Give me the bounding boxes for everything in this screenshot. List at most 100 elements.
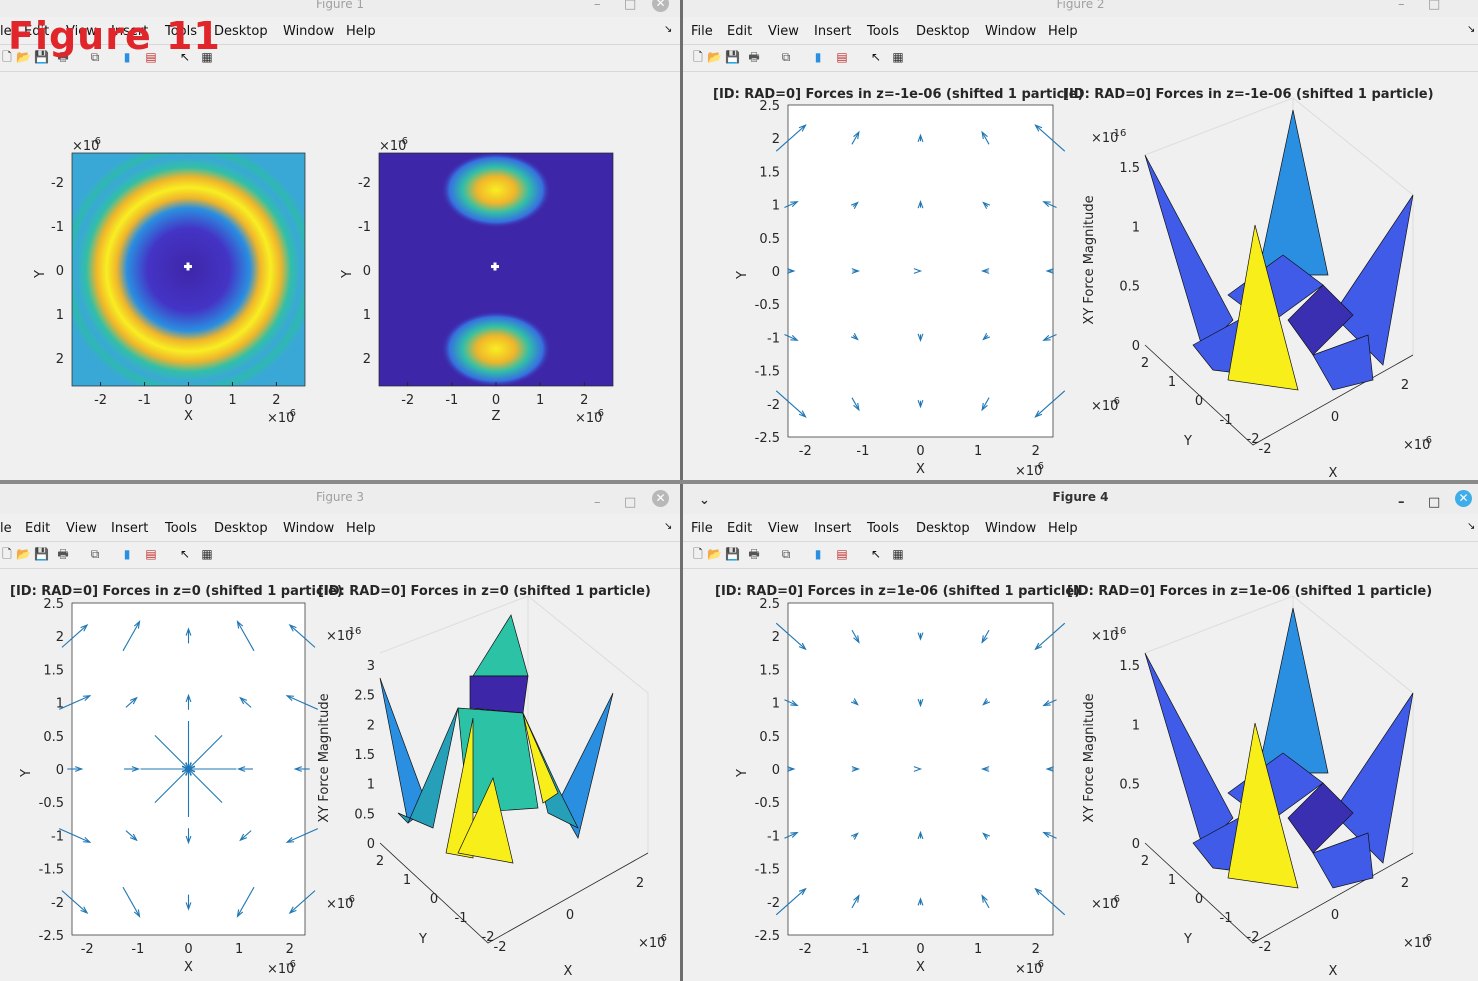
- new-figure-icon[interactable]: 🗋: [693, 50, 703, 64]
- figure-3-titlebar[interactable]: Figure 3 – □ ✕: [0, 484, 680, 514]
- menu-help[interactable]: Help: [346, 521, 376, 536]
- minimize-icon[interactable]: –: [594, 0, 601, 12]
- chevron-down-icon[interactable]: ⌄: [699, 493, 710, 508]
- maximize-icon[interactable]: □: [624, 495, 637, 510]
- dock-arrow-icon[interactable]: ↘: [664, 521, 673, 532]
- link-plot-icon[interactable]: ⧉: [781, 547, 791, 561]
- menu-file[interactable]: le: [0, 521, 12, 536]
- quiver-arrowhead: [185, 835, 192, 845]
- menu-view[interactable]: View: [768, 24, 799, 39]
- close-icon[interactable]: ✕: [1455, 490, 1472, 507]
- menu-view[interactable]: View: [768, 521, 799, 536]
- exponent-power: -6: [398, 136, 408, 147]
- insert-legend-icon[interactable]: ▤: [836, 547, 848, 561]
- tick-label: 1.5: [759, 663, 780, 678]
- x-axis-label: X: [1329, 964, 1338, 979]
- insert-colorbar-icon[interactable]: ▮: [814, 547, 822, 561]
- menu-help[interactable]: Help: [346, 24, 376, 39]
- quiver-arrow: [851, 397, 860, 411]
- edit-plot-icon[interactable]: ↖: [870, 50, 882, 64]
- edit-plot-icon[interactable]: ↖: [179, 50, 191, 64]
- maximize-icon[interactable]: □: [1428, 495, 1441, 510]
- close-icon[interactable]: ✕: [652, 490, 669, 507]
- menu-tools[interactable]: Tools: [165, 24, 198, 39]
- open-file-icon[interactable]: 📂: [707, 50, 722, 64]
- menu-window[interactable]: Window: [985, 521, 1037, 536]
- dock-arrow-icon[interactable]: ↘: [1467, 521, 1476, 532]
- menu-help[interactable]: Help: [1048, 521, 1078, 536]
- open-file-icon[interactable]: 📂: [16, 547, 31, 561]
- insert-colorbar-icon[interactable]: ▮: [814, 50, 822, 64]
- new-figure-icon[interactable]: 🗋: [693, 547, 703, 561]
- property-editor-icon[interactable]: ▦: [201, 50, 213, 64]
- menu-desktop[interactable]: Desktop: [916, 521, 970, 536]
- insert-colorbar-icon[interactable]: ▮: [123, 547, 131, 561]
- surface-face: [397, 707, 459, 829]
- new-figure-icon[interactable]: 🗋: [2, 547, 12, 561]
- link-plot-icon[interactable]: ⧉: [90, 547, 100, 561]
- save-icon[interactable]: 💾: [725, 547, 740, 561]
- surface-face: [1312, 334, 1374, 391]
- menu-view[interactable]: View: [66, 521, 97, 536]
- menu-window[interactable]: Window: [283, 521, 335, 536]
- menu-window[interactable]: Window: [985, 24, 1037, 39]
- maximize-icon[interactable]: □: [1428, 0, 1441, 12]
- menu-desktop[interactable]: Desktop: [214, 24, 268, 39]
- menu-edit[interactable]: Edit: [727, 24, 753, 39]
- close-icon[interactable]: ✕: [652, 0, 669, 12]
- menu-edit[interactable]: Edit: [727, 521, 753, 536]
- menu-insert[interactable]: Insert: [814, 521, 852, 536]
- insert-legend-icon[interactable]: ▤: [836, 50, 848, 64]
- menu-help[interactable]: Help: [1048, 24, 1078, 39]
- menu-tools[interactable]: Tools: [867, 24, 900, 39]
- figure-1-titlebar[interactable]: Figure 1 – □ ✕: [0, 0, 680, 17]
- dock-arrow-icon[interactable]: ↘: [1467, 24, 1476, 35]
- minimize-icon[interactable]: –: [1398, 0, 1405, 12]
- exponent-power: -6: [345, 894, 355, 905]
- tick-label: 2: [1032, 942, 1040, 957]
- edit-plot-icon[interactable]: ↖: [179, 547, 191, 561]
- property-editor-icon[interactable]: ▦: [892, 547, 904, 561]
- menu-file[interactable]: le: [0, 24, 12, 39]
- menu-view[interactable]: View: [66, 24, 97, 39]
- figure-2-titlebar[interactable]: Figure 2 – □: [683, 0, 1478, 17]
- menu-file[interactable]: File: [691, 521, 713, 536]
- link-plot-icon[interactable]: ⧉: [90, 50, 100, 64]
- minimize-icon[interactable]: –: [1398, 495, 1405, 510]
- edit-plot-icon[interactable]: ↖: [870, 547, 882, 561]
- menu-window[interactable]: Window: [283, 24, 335, 39]
- insert-legend-icon[interactable]: ▤: [145, 547, 157, 561]
- menu-file[interactable]: File: [691, 24, 713, 39]
- save-icon[interactable]: 💾: [725, 50, 740, 64]
- menu-desktop[interactable]: Desktop: [214, 521, 268, 536]
- save-icon[interactable]: 💾: [34, 50, 49, 64]
- property-editor-icon[interactable]: ▦: [892, 50, 904, 64]
- open-file-icon[interactable]: 📂: [16, 50, 31, 64]
- property-editor-icon[interactable]: ▦: [201, 547, 213, 561]
- minimize-icon[interactable]: –: [594, 495, 601, 510]
- menu-insert[interactable]: Insert: [814, 24, 852, 39]
- menu-desktop[interactable]: Desktop: [916, 24, 970, 39]
- new-figure-icon[interactable]: 🗋: [2, 50, 12, 64]
- print-icon[interactable]: 🖶: [57, 547, 69, 561]
- print-icon[interactable]: 🖶: [748, 50, 760, 64]
- insert-colorbar-icon[interactable]: ▮: [123, 50, 131, 64]
- quiver-arrow: [239, 830, 252, 841]
- menu-edit[interactable]: Edit: [24, 24, 50, 39]
- z-axis-label: XY Force Magnitude: [1082, 693, 1097, 822]
- menu-tools[interactable]: Tools: [867, 521, 900, 536]
- figure-4-titlebar[interactable]: Figure 4 ⌄ – □ ✕: [683, 484, 1478, 514]
- menu-insert[interactable]: Insert: [111, 24, 149, 39]
- print-icon[interactable]: 🖶: [748, 547, 760, 561]
- menu-insert[interactable]: Insert: [111, 521, 149, 536]
- open-file-icon[interactable]: 📂: [707, 547, 722, 561]
- link-plot-icon[interactable]: ⧉: [781, 50, 791, 64]
- menu-edit[interactable]: Edit: [25, 521, 51, 536]
- menu-tools[interactable]: Tools: [165, 521, 198, 536]
- save-icon[interactable]: 💾: [34, 547, 49, 561]
- quiver-arrowhead: [853, 130, 860, 140]
- insert-legend-icon[interactable]: ▤: [145, 50, 157, 64]
- maximize-icon[interactable]: □: [624, 0, 637, 12]
- print-icon[interactable]: 🖶: [57, 50, 69, 64]
- dock-arrow-icon[interactable]: ↘: [664, 24, 673, 35]
